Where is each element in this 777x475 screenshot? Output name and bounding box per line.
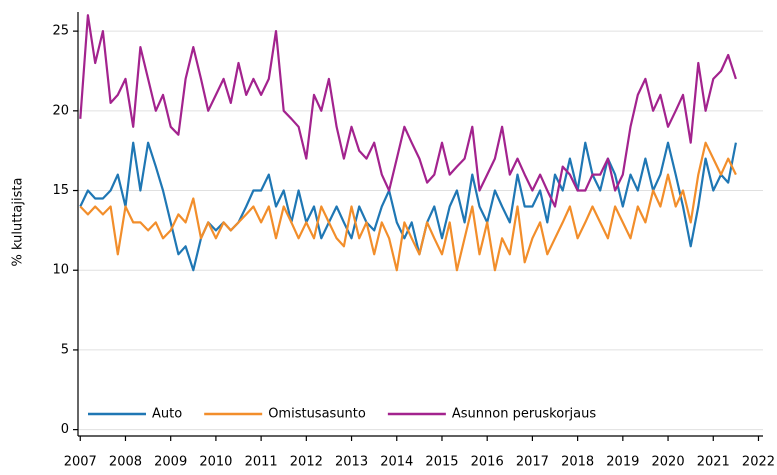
x-tick-label: 2013 xyxy=(335,455,368,470)
x-tick-label: 2007 xyxy=(64,455,97,470)
x-tick-label: 2017 xyxy=(516,455,549,470)
x-tick-label: 2018 xyxy=(561,455,594,470)
legend-label: Auto xyxy=(152,407,182,422)
x-tick-label: 2015 xyxy=(425,455,458,470)
y-tick-label: 5 xyxy=(61,342,69,357)
x-tick-label: 2020 xyxy=(652,455,685,470)
x-tick-label: 2008 xyxy=(109,455,142,470)
x-tick-label: 2014 xyxy=(380,455,413,470)
y-tick-label: 10 xyxy=(52,263,69,278)
x-tick-label: 2010 xyxy=(199,455,232,470)
legend-label: Omistusasunto xyxy=(268,407,366,422)
y-tick-label: 15 xyxy=(52,183,69,198)
y-tick-label: 0 xyxy=(61,422,69,437)
legend-label: Asunnon peruskorjaus xyxy=(452,407,596,422)
line-series xyxy=(79,14,737,208)
y-tick-label: 20 xyxy=(52,103,69,118)
x-tick-label: 2021 xyxy=(697,455,730,470)
x-tick-label: 2022 xyxy=(742,455,775,470)
x-tick-label: 2009 xyxy=(154,455,187,470)
line-series xyxy=(79,141,737,272)
x-tick-label: 2016 xyxy=(471,455,504,470)
y-tick-label: 25 xyxy=(52,24,69,39)
x-tick-label: 2019 xyxy=(606,455,639,470)
x-tick-label: 2012 xyxy=(290,455,323,470)
x-tick-label: 2011 xyxy=(245,455,278,470)
y-axis-label: % kuluttajista xyxy=(11,178,26,267)
